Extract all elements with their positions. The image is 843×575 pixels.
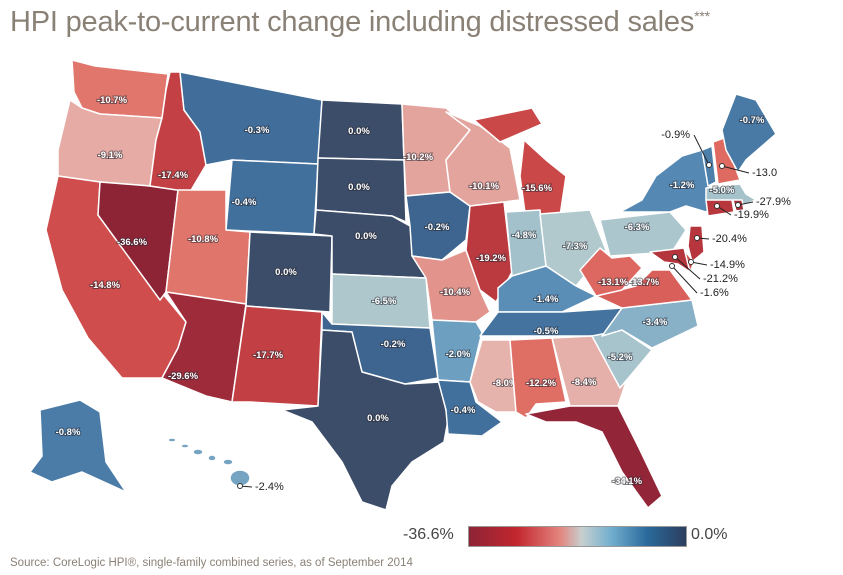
state-value-label-VT: -0.9% [661, 129, 690, 141]
state-TX [281, 329, 449, 511]
state-value-label-CO: 0.0% [275, 267, 297, 278]
leader-dot-NH [719, 163, 725, 169]
state-value-label-NJ: -20.4% [712, 233, 747, 245]
state-NJ [687, 225, 705, 263]
state-value-label-AK: -0.8% [56, 427, 81, 438]
leader-line-NH [721, 165, 750, 174]
state-value-label-OR: -9.1% [98, 150, 123, 161]
leader-dot-HI [237, 483, 243, 489]
state-value-label-MN: -10.2% [403, 152, 434, 163]
state-value-label-SC: -5.2% [608, 352, 633, 363]
state-HI [222, 458, 234, 466]
state-MI [519, 139, 567, 221]
state-PA [599, 211, 687, 257]
state-value-label-MO: -10.4% [440, 287, 471, 298]
state-NY [619, 149, 715, 213]
state-value-label-DE: -14.9% [710, 259, 745, 271]
leader-line-DC [671, 265, 698, 294]
state-value-label-KS: -6.5% [372, 296, 397, 307]
leader-line-MD [674, 256, 701, 280]
state-value-label-WY: -0.4% [232, 197, 257, 208]
state-value-label-MD: -21.2% [703, 273, 738, 285]
state-HI [192, 448, 204, 456]
leader-dot-DC [669, 263, 675, 269]
state-value-label-RI: -27.9% [756, 196, 791, 208]
legend-max-label: 0.0% [691, 526, 728, 543]
state-MD [649, 247, 691, 273]
state-value-label-OH: -7.3% [563, 241, 588, 252]
state-GA [551, 335, 627, 407]
state-CO [245, 231, 333, 313]
state-value-label-NV: -36.6% [117, 237, 148, 248]
state-value-label-AR: -2.0% [446, 349, 471, 360]
state-NH [712, 137, 741, 185]
state-value-label-TX: 0.0% [367, 413, 389, 424]
state-value-label-ID: -17.4% [158, 170, 189, 181]
leader-dot-RI [735, 202, 741, 208]
state-SD [315, 157, 407, 223]
state-value-label-GA: -8.4% [572, 377, 597, 388]
state-value-label-NH: -13.0 [752, 167, 777, 179]
state-value-label-VA: -13.7% [629, 277, 660, 288]
state-value-label-NE: 0.0% [355, 231, 377, 242]
state-value-label-OK: -0.2% [381, 339, 406, 350]
state-WV [579, 247, 643, 297]
state-NM [231, 305, 323, 407]
leader-line-VT [693, 134, 710, 166]
state-MI [473, 107, 543, 143]
state-value-label-MT: -0.3% [245, 125, 270, 136]
title-text: HPI peak-to-current change including dis… [10, 6, 695, 38]
leader-dot-VT [706, 162, 712, 168]
state-value-label-SD: 0.0% [348, 182, 370, 193]
state-value-label-AZ: -29.6% [168, 371, 199, 382]
state-value-label-TN: -0.5% [534, 326, 559, 337]
state-value-label-LA: -0.4% [451, 405, 476, 416]
state-ME [721, 93, 777, 173]
leader-dot-MD [672, 254, 678, 260]
map-title: HPI peak-to-current change including dis… [10, 6, 710, 39]
source-note: Source: CoreLogic HPI®, single-family co… [10, 557, 413, 569]
state-value-label-HI: -2.4% [255, 481, 284, 493]
state-value-label-DC: -1.6% [700, 287, 729, 299]
state-value-label-IN: -4.8% [512, 230, 537, 241]
state-value-label-ND: 0.0% [348, 126, 370, 137]
state-value-label-MS: -8.0% [493, 378, 518, 389]
state-value-label-IA: -0.2% [425, 222, 450, 233]
state-value-label-UT: -10.8% [188, 234, 219, 245]
state-HI [207, 454, 217, 462]
state-value-label-MI: -15.6% [522, 183, 553, 194]
state-value-label-NM: -17.7% [253, 350, 284, 361]
state-FL [525, 405, 663, 509]
leader-dot-CT [714, 203, 720, 209]
state-VA [595, 269, 693, 309]
state-HI [167, 437, 177, 443]
state-value-label-WI: -10.1% [469, 181, 500, 192]
state-value-label-IL: -19.2% [476, 253, 507, 264]
legend-min-label: -36.6% [403, 526, 454, 543]
state-value-label-NC: -3.4% [643, 317, 668, 328]
state-value-label-PA: -6.3% [625, 222, 650, 233]
state-value-label-CA: -14.8% [90, 280, 121, 291]
state-value-label-FL: -34.1% [612, 476, 643, 487]
title-footnote-mark: *** [694, 8, 710, 24]
state-value-label-WV: -13.1% [598, 277, 629, 288]
state-value-label-MA: -5.0% [710, 185, 735, 196]
state-AK [29, 399, 127, 493]
legend-color-bar [468, 526, 687, 547]
state-value-label-KY: -1.4% [534, 294, 559, 305]
state-value-label-WA: -10.7% [97, 95, 128, 106]
state-value-label-CT: -19.9% [734, 209, 769, 221]
leader-dot-DE [688, 259, 694, 265]
state-value-label-AL: -12.2% [526, 378, 557, 389]
state-HI [180, 443, 190, 449]
state-value-label-ME: -0.7% [740, 115, 765, 126]
state-AR [431, 319, 483, 383]
state-MO [411, 249, 491, 323]
leader-dot-NJ [694, 235, 700, 241]
state-value-label-NY: -1.2% [670, 180, 695, 191]
state-IL [465, 201, 513, 303]
